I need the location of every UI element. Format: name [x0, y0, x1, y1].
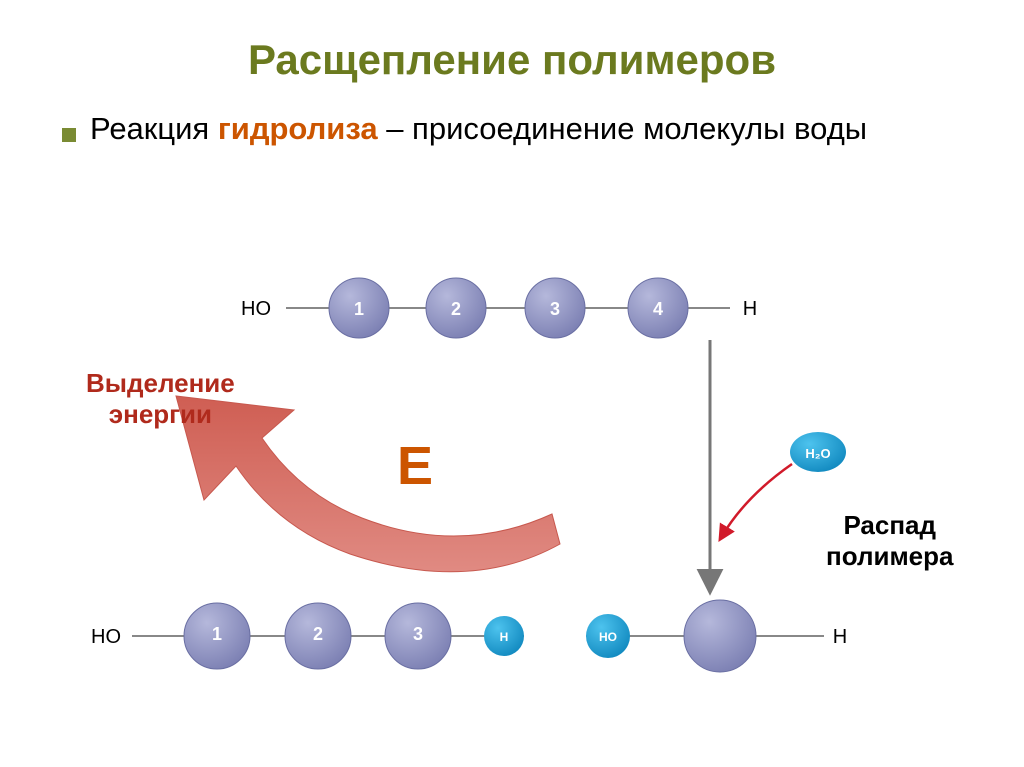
energy-release-line2: энергии	[86, 399, 235, 430]
svg-text:3: 3	[550, 299, 560, 319]
svg-text:4: 4	[653, 299, 663, 319]
svg-text:1: 1	[354, 299, 364, 319]
polymer-break-line1: Распад	[826, 510, 953, 541]
svg-text:3: 3	[413, 624, 423, 644]
polymer-break-label: Распад полимера	[826, 510, 953, 572]
end-label-h-top: H	[743, 298, 757, 320]
monomer-4b	[684, 600, 756, 672]
top-polymer-chain: HO H 1 2 3 4	[241, 278, 757, 338]
svg-text:1: 1	[212, 624, 222, 644]
polymer-break-line2: полимера	[826, 541, 953, 572]
hydroxyl-cap: HO	[586, 614, 630, 658]
monomer-4: 4	[628, 278, 688, 338]
svg-text:HO: HO	[599, 630, 617, 644]
svg-text:2: 2	[313, 624, 323, 644]
monomer-3b: 3	[385, 603, 451, 669]
energy-release-label: Выделение энергии	[86, 368, 235, 430]
monomer-1b: 1	[184, 603, 250, 669]
water-molecule: H₂O	[790, 432, 846, 472]
svg-text:H: H	[500, 630, 509, 644]
bottom-polymer-fragments: HO H 1 2 3 H HO	[91, 600, 847, 672]
hydrogen-cap: H	[484, 616, 524, 656]
end-label-ho-top: HO	[241, 298, 271, 320]
energy-release-line1: Выделение	[86, 368, 235, 399]
monomer-2: 2	[426, 278, 486, 338]
monomer-3: 3	[525, 278, 585, 338]
end-label-h-bottom: H	[833, 626, 847, 648]
monomer-2b: 2	[285, 603, 351, 669]
svg-text:2: 2	[451, 299, 461, 319]
water-arrow-icon	[722, 464, 792, 536]
end-label-ho-bottom: HO	[91, 626, 121, 648]
monomer-1: 1	[329, 278, 389, 338]
svg-text:H₂O: H₂O	[805, 446, 830, 461]
energy-symbol: Е	[397, 436, 433, 496]
